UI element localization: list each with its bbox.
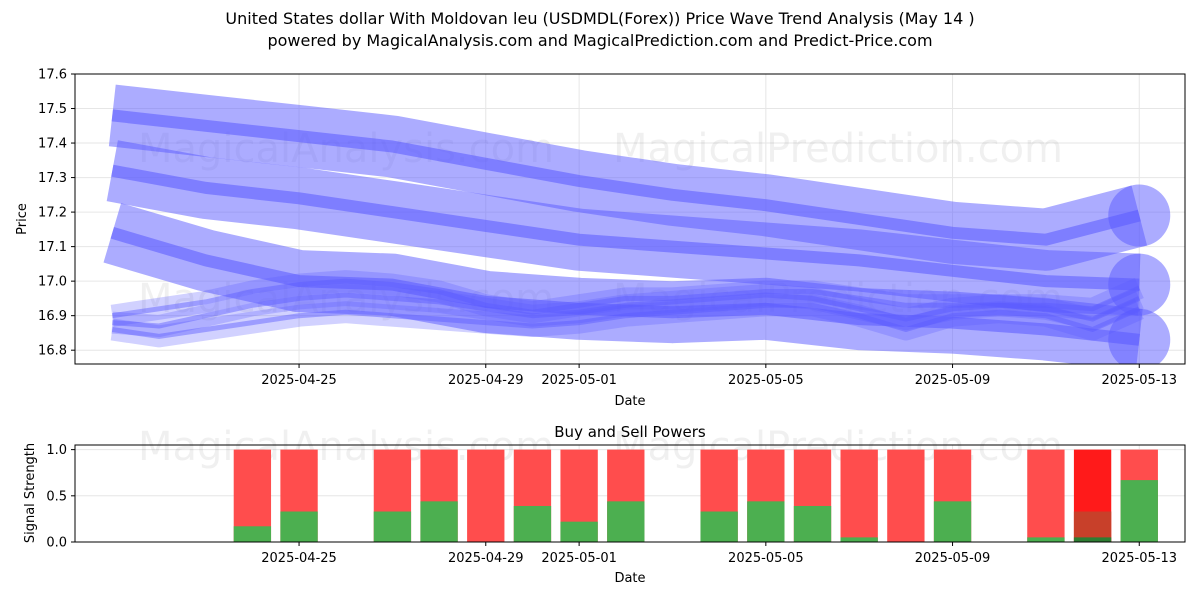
price-x-tick-label: 2025-05-13 bbox=[1101, 373, 1177, 388]
signal-y-ticks: 0.0 0.5 1.0 bbox=[46, 443, 75, 551]
buy-bar bbox=[560, 521, 598, 542]
buy-bar bbox=[280, 511, 318, 542]
price-x-tick-label: 2025-05-01 bbox=[541, 373, 617, 388]
chart-title: United States dollar With Moldovan leu (… bbox=[225, 9, 975, 28]
signal-y-label: Signal Strength bbox=[23, 443, 38, 543]
price-band-end bbox=[1108, 253, 1171, 316]
price-wave-halo bbox=[110, 294, 1144, 348]
signal-x-tick-label: 2025-05-01 bbox=[541, 551, 617, 566]
signal-title: Buy and Sell Powers bbox=[554, 423, 706, 441]
buy-bar bbox=[793, 505, 832, 542]
price-wave-line bbox=[111, 278, 1141, 319]
price-wave-line bbox=[112, 292, 1141, 329]
signal-x-tick-label: 2025-05-13 bbox=[1101, 551, 1177, 566]
price-x-tick-label: 2025-04-29 bbox=[448, 373, 524, 388]
buy-bar bbox=[233, 526, 272, 542]
buy-bar bbox=[1120, 480, 1158, 542]
signal-y-tick-label: 1.0 bbox=[46, 443, 67, 458]
buy-bar bbox=[420, 501, 458, 542]
buy-bar bbox=[607, 501, 645, 542]
price-x-ticks: 2025-04-25 2025-04-29 2025-05-01 2025-05-05… bbox=[261, 364, 1177, 388]
price-band-end bbox=[1108, 308, 1171, 364]
price-axes-frame bbox=[74, 73, 1186, 365]
signal-y-tick-label: 0.5 bbox=[46, 489, 67, 504]
price-y-label: Price bbox=[15, 203, 30, 235]
signal-x-ticks: 2025-04-25 2025-04-29 2025-05-01 2025-05-05… bbox=[261, 542, 1177, 566]
price-wave-halo bbox=[111, 284, 1144, 337]
price-y-tick-label: 17.6 bbox=[38, 68, 67, 83]
price-x-label: Date bbox=[614, 394, 645, 409]
buy-bar bbox=[933, 501, 972, 542]
price-bands bbox=[103, 84, 1171, 364]
price-x-tick-label: 2025-05-05 bbox=[728, 373, 804, 388]
price-y-tick-label: 17.2 bbox=[38, 206, 67, 221]
buy-bar bbox=[1027, 537, 1065, 542]
sell-bar bbox=[467, 449, 505, 542]
price-y-tick-label: 17.5 bbox=[38, 102, 67, 117]
signal-x-tick-label: 2025-05-09 bbox=[915, 551, 991, 566]
price-band-core bbox=[111, 109, 1141, 246]
buy-bar bbox=[700, 511, 738, 542]
signal-bars bbox=[233, 449, 1158, 542]
price-y-tick-label: 17.1 bbox=[38, 240, 67, 255]
signal-panel: Buy and Sell Powers MagicalAnalysis.com M… bbox=[23, 423, 1186, 586]
price-x-tick-label: 2025-05-09 bbox=[915, 373, 991, 388]
price-band-end bbox=[1108, 184, 1171, 247]
signal-x-tick-label: 2025-04-29 bbox=[448, 551, 524, 566]
price-wave-line bbox=[111, 302, 1141, 339]
sell-bar bbox=[840, 449, 878, 542]
buy-bar bbox=[1073, 537, 1112, 542]
price-y-tick-label: 17.0 bbox=[38, 275, 67, 290]
sell-bar bbox=[887, 449, 925, 542]
overlap-bar bbox=[1073, 511, 1112, 542]
price-y-ticks: 16.8 16.9 17.0 17.1 17.2 17.3 17.4 17.5 17.6 bbox=[38, 68, 75, 359]
chart-subtitle: powered by MagicalAnalysis.com and Magic… bbox=[267, 31, 933, 50]
price-panel: MagicalAnalysis.com MagicalPrediction.com… bbox=[15, 68, 1186, 409]
buy-bar bbox=[840, 537, 878, 542]
signal-y-tick-label: 0.0 bbox=[46, 536, 67, 551]
signal-x-tick-label: 2025-05-05 bbox=[728, 551, 804, 566]
watermark-text: MagicalPrediction.com bbox=[613, 126, 1063, 172]
price-y-tick-label: 16.8 bbox=[38, 344, 67, 359]
price-y-tick-label: 17.3 bbox=[38, 171, 67, 186]
signal-x-tick-label: 2025-04-25 bbox=[261, 551, 337, 566]
price-band-core bbox=[111, 164, 1140, 291]
buy-bar bbox=[373, 511, 412, 542]
buy-bar bbox=[747, 501, 785, 542]
watermark-text: MagicalPrediction.com bbox=[613, 424, 1063, 470]
price-band-core bbox=[110, 227, 1140, 346]
signal-axes-frame bbox=[74, 444, 1186, 543]
price-wave-halo bbox=[110, 270, 1144, 327]
signal-x-label: Date bbox=[614, 571, 645, 586]
buy-bar bbox=[513, 505, 552, 542]
sell-bar bbox=[1027, 449, 1065, 542]
price-y-tick-label: 16.9 bbox=[38, 309, 67, 324]
price-x-tick-label: 2025-04-25 bbox=[261, 373, 337, 388]
price-y-tick-label: 17.4 bbox=[38, 137, 67, 152]
